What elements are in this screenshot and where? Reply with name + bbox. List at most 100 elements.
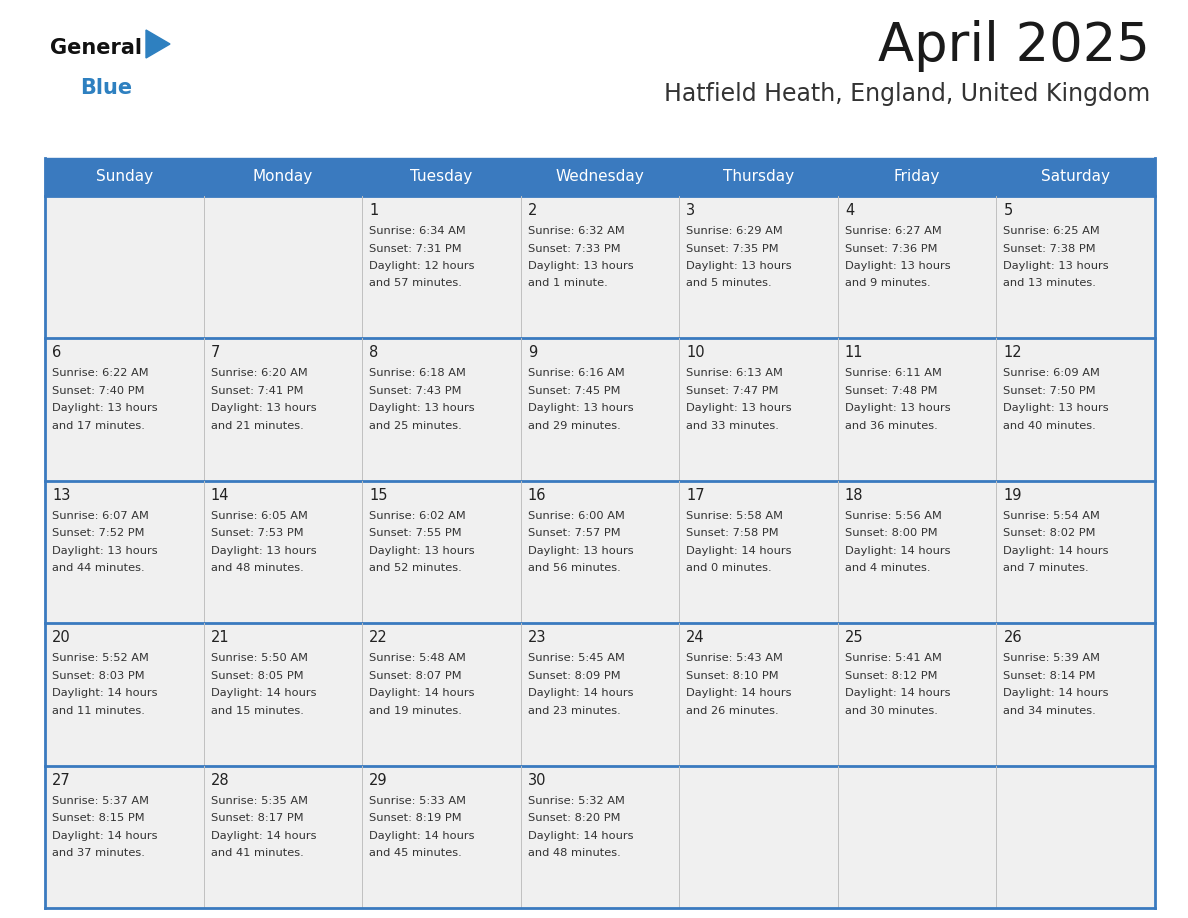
Text: 18: 18	[845, 487, 864, 503]
Text: 15: 15	[369, 487, 387, 503]
Text: Sunset: 7:55 PM: Sunset: 7:55 PM	[369, 528, 462, 538]
Text: and 30 minutes.: and 30 minutes.	[845, 706, 937, 716]
Text: Sunset: 8:05 PM: Sunset: 8:05 PM	[210, 671, 303, 681]
Text: and 57 minutes.: and 57 minutes.	[369, 278, 462, 288]
Text: and 36 minutes.: and 36 minutes.	[845, 420, 937, 431]
Text: and 4 minutes.: and 4 minutes.	[845, 564, 930, 574]
Text: Tuesday: Tuesday	[410, 170, 473, 185]
Text: Sunrise: 5:58 AM: Sunrise: 5:58 AM	[687, 510, 783, 521]
Text: Sunrise: 6:32 AM: Sunrise: 6:32 AM	[527, 226, 625, 236]
Text: Sunset: 7:35 PM: Sunset: 7:35 PM	[687, 243, 779, 253]
Text: Sunset: 7:50 PM: Sunset: 7:50 PM	[1004, 386, 1097, 396]
Text: and 48 minutes.: and 48 minutes.	[210, 564, 303, 574]
Text: and 11 minutes.: and 11 minutes.	[52, 706, 145, 716]
Text: 10: 10	[687, 345, 704, 361]
Bar	[45, 481, 1155, 623]
Text: and 0 minutes.: and 0 minutes.	[687, 564, 772, 574]
Text: and 23 minutes.: and 23 minutes.	[527, 706, 620, 716]
Text: Sunset: 7:33 PM: Sunset: 7:33 PM	[527, 243, 620, 253]
Text: Sunset: 8:15 PM: Sunset: 8:15 PM	[52, 813, 145, 823]
Text: 3: 3	[687, 203, 695, 218]
Text: 2: 2	[527, 203, 537, 218]
Text: Daylight: 14 hours: Daylight: 14 hours	[52, 831, 158, 841]
Text: Sunrise: 5:48 AM: Sunrise: 5:48 AM	[369, 654, 466, 663]
Text: 4: 4	[845, 203, 854, 218]
Text: 12: 12	[1004, 345, 1022, 361]
Text: Sunrise: 5:32 AM: Sunrise: 5:32 AM	[527, 796, 625, 806]
Text: Blue: Blue	[80, 78, 132, 98]
Text: and 40 minutes.: and 40 minutes.	[1004, 420, 1097, 431]
Text: Daylight: 13 hours: Daylight: 13 hours	[687, 261, 792, 271]
Text: Sunrise: 6:00 AM: Sunrise: 6:00 AM	[527, 510, 625, 521]
Text: General: General	[50, 38, 143, 58]
Text: 8: 8	[369, 345, 379, 361]
Text: Sunrise: 6:25 AM: Sunrise: 6:25 AM	[1004, 226, 1100, 236]
Text: Sunset: 8:19 PM: Sunset: 8:19 PM	[369, 813, 462, 823]
Text: Daylight: 14 hours: Daylight: 14 hours	[52, 688, 158, 699]
Text: 6: 6	[52, 345, 62, 361]
Text: and 25 minutes.: and 25 minutes.	[369, 420, 462, 431]
Text: 27: 27	[52, 773, 71, 788]
Text: and 29 minutes.: and 29 minutes.	[527, 420, 620, 431]
Text: 1: 1	[369, 203, 379, 218]
Text: Sunrise: 6:27 AM: Sunrise: 6:27 AM	[845, 226, 942, 236]
Text: Hatfield Heath, England, United Kingdom: Hatfield Heath, England, United Kingdom	[664, 82, 1150, 106]
Text: Sunday: Sunday	[96, 170, 153, 185]
Text: and 56 minutes.: and 56 minutes.	[527, 564, 620, 574]
Text: Sunset: 8:17 PM: Sunset: 8:17 PM	[210, 813, 303, 823]
Text: Sunset: 8:12 PM: Sunset: 8:12 PM	[845, 671, 937, 681]
Text: April 2025: April 2025	[878, 20, 1150, 72]
Text: and 7 minutes.: and 7 minutes.	[1004, 564, 1089, 574]
Text: and 44 minutes.: and 44 minutes.	[52, 564, 145, 574]
Text: Daylight: 13 hours: Daylight: 13 hours	[527, 261, 633, 271]
Text: and 45 minutes.: and 45 minutes.	[369, 848, 462, 858]
Text: 19: 19	[1004, 487, 1022, 503]
Text: Daylight: 13 hours: Daylight: 13 hours	[369, 546, 475, 555]
Text: Daylight: 14 hours: Daylight: 14 hours	[210, 688, 316, 699]
Text: Sunrise: 5:45 AM: Sunrise: 5:45 AM	[527, 654, 625, 663]
Text: Saturday: Saturday	[1041, 170, 1111, 185]
Bar	[45, 158, 1155, 196]
Text: Daylight: 13 hours: Daylight: 13 hours	[52, 546, 158, 555]
Text: Sunset: 8:00 PM: Sunset: 8:00 PM	[845, 528, 937, 538]
Text: and 19 minutes.: and 19 minutes.	[369, 706, 462, 716]
Text: 29: 29	[369, 773, 387, 788]
Text: 11: 11	[845, 345, 864, 361]
Text: and 9 minutes.: and 9 minutes.	[845, 278, 930, 288]
Text: Daylight: 13 hours: Daylight: 13 hours	[369, 403, 475, 413]
Text: and 5 minutes.: and 5 minutes.	[687, 278, 772, 288]
Bar	[45, 196, 1155, 339]
Text: Daylight: 13 hours: Daylight: 13 hours	[527, 546, 633, 555]
Text: 23: 23	[527, 630, 546, 645]
Text: Sunset: 7:48 PM: Sunset: 7:48 PM	[845, 386, 937, 396]
Text: Sunrise: 5:37 AM: Sunrise: 5:37 AM	[52, 796, 148, 806]
Text: Sunset: 8:14 PM: Sunset: 8:14 PM	[1004, 671, 1095, 681]
Text: Sunrise: 5:39 AM: Sunrise: 5:39 AM	[1004, 654, 1100, 663]
Text: Wednesday: Wednesday	[556, 170, 644, 185]
Text: Sunset: 7:53 PM: Sunset: 7:53 PM	[210, 528, 303, 538]
Text: and 41 minutes.: and 41 minutes.	[210, 848, 303, 858]
Text: Sunrise: 5:50 AM: Sunrise: 5:50 AM	[210, 654, 308, 663]
Text: 24: 24	[687, 630, 704, 645]
Text: Sunset: 7:43 PM: Sunset: 7:43 PM	[369, 386, 462, 396]
Text: 20: 20	[52, 630, 71, 645]
Text: Sunrise: 5:41 AM: Sunrise: 5:41 AM	[845, 654, 942, 663]
Text: and 1 minute.: and 1 minute.	[527, 278, 607, 288]
Text: Sunrise: 6:09 AM: Sunrise: 6:09 AM	[1004, 368, 1100, 378]
Text: Daylight: 13 hours: Daylight: 13 hours	[1004, 403, 1110, 413]
Text: Sunset: 8:03 PM: Sunset: 8:03 PM	[52, 671, 145, 681]
Text: and 52 minutes.: and 52 minutes.	[369, 564, 462, 574]
Text: Daylight: 14 hours: Daylight: 14 hours	[369, 688, 475, 699]
Text: Daylight: 14 hours: Daylight: 14 hours	[1004, 688, 1108, 699]
Text: Daylight: 14 hours: Daylight: 14 hours	[1004, 546, 1108, 555]
Text: Monday: Monday	[253, 170, 312, 185]
Text: and 48 minutes.: and 48 minutes.	[527, 848, 620, 858]
Text: Sunset: 7:57 PM: Sunset: 7:57 PM	[527, 528, 620, 538]
Text: Thursday: Thursday	[723, 170, 794, 185]
Text: Daylight: 13 hours: Daylight: 13 hours	[1004, 261, 1110, 271]
Text: 13: 13	[52, 487, 70, 503]
Text: Sunset: 8:10 PM: Sunset: 8:10 PM	[687, 671, 779, 681]
Text: Sunrise: 5:54 AM: Sunrise: 5:54 AM	[1004, 510, 1100, 521]
Text: Daylight: 14 hours: Daylight: 14 hours	[687, 688, 791, 699]
Bar	[45, 623, 1155, 766]
